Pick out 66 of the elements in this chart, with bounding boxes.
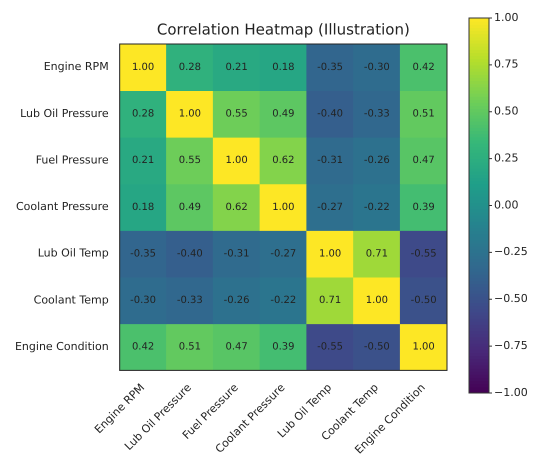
- data-label: 0.39: [272, 342, 294, 353]
- data-label: 0.62: [225, 202, 248, 213]
- data-label: -0.33: [364, 108, 390, 120]
- data-label: -0.55: [317, 342, 344, 353]
- data-label: 1.00: [225, 155, 248, 166]
- y-tick-label: Fuel Pressure: [36, 153, 109, 166]
- data-label: 0.18: [272, 62, 294, 73]
- data-label: 1.00: [132, 62, 154, 73]
- data-label: 0.62: [272, 155, 294, 166]
- data-label: -0.40: [176, 248, 203, 260]
- data-label: 0.28: [178, 62, 201, 73]
- data-label: -0.30: [364, 62, 390, 73]
- color-bar-label: −1.00: [494, 386, 528, 399]
- y-tick-label: Coolant Pressure: [16, 200, 109, 214]
- data-label: -0.31: [317, 155, 344, 166]
- data-label: 0.28: [132, 108, 154, 120]
- data-label: 0.42: [412, 62, 435, 73]
- color-bar-label: 0.75: [494, 58, 518, 71]
- data-label: 0.51: [412, 108, 435, 120]
- color-bar-label: 0.50: [494, 104, 518, 118]
- data-label: -0.35: [317, 62, 344, 73]
- data-label: -0.26: [364, 155, 390, 166]
- color-bar-label: −0.50: [494, 292, 528, 306]
- y-tick-label: Coolant Temp: [34, 293, 109, 306]
- data-label: 1.00: [412, 342, 435, 353]
- data-label: 1.00: [178, 108, 201, 120]
- color-bar-label: −0.75: [494, 338, 528, 352]
- data-label: 0.21: [225, 62, 248, 73]
- y-tick-label: Engine RPM: [44, 60, 109, 74]
- data-label: 1.00: [366, 295, 388, 306]
- data-label: -0.50: [364, 342, 390, 353]
- data-label: 0.49: [272, 108, 294, 120]
- chart-title: Correlation Heatmap (Illustration): [156, 20, 410, 38]
- data-label: -0.27: [270, 248, 296, 260]
- data-label: 0.47: [412, 155, 435, 166]
- data-label: -0.26: [224, 295, 250, 306]
- data-label: 1.00: [318, 248, 342, 260]
- data-label: 0.49: [178, 202, 201, 213]
- color-bar-label: 1.00: [494, 10, 518, 24]
- data-label: -0.33: [176, 295, 203, 306]
- y-tick-label: Lub Oil Pressure: [20, 106, 109, 120]
- color-bar-label: 0.00: [494, 198, 518, 212]
- y-tick-label: Lub Oil Temp: [38, 246, 109, 260]
- data-label: -0.30: [130, 295, 156, 306]
- data-label: -0.22: [270, 295, 296, 306]
- data-label: -0.50: [410, 295, 437, 306]
- color-bar-label: −0.25: [494, 245, 528, 258]
- color-bar-label: 0.25: [494, 151, 518, 164]
- data-label: 0.21: [132, 155, 154, 166]
- data-label: 0.47: [225, 342, 248, 353]
- data-label: -0.27: [317, 202, 344, 213]
- data-label: 0.71: [318, 295, 342, 306]
- data-label: -0.40: [317, 108, 344, 120]
- data-label: -0.22: [364, 202, 390, 213]
- data-label: -0.31: [224, 248, 250, 260]
- data-label: 1.00: [272, 202, 294, 213]
- data-label: 0.18: [132, 202, 154, 213]
- data-label: 0.39: [412, 202, 435, 213]
- data-label: 0.51: [178, 342, 201, 353]
- data-label: 0.71: [366, 248, 388, 260]
- data-label: -0.35: [130, 248, 156, 260]
- data-label: 0.42: [132, 342, 154, 353]
- data-label: 0.55: [178, 155, 201, 166]
- y-tick-label: Engine Condition: [14, 340, 109, 353]
- data-label: 0.55: [225, 108, 248, 120]
- data-label: -0.55: [410, 248, 437, 260]
